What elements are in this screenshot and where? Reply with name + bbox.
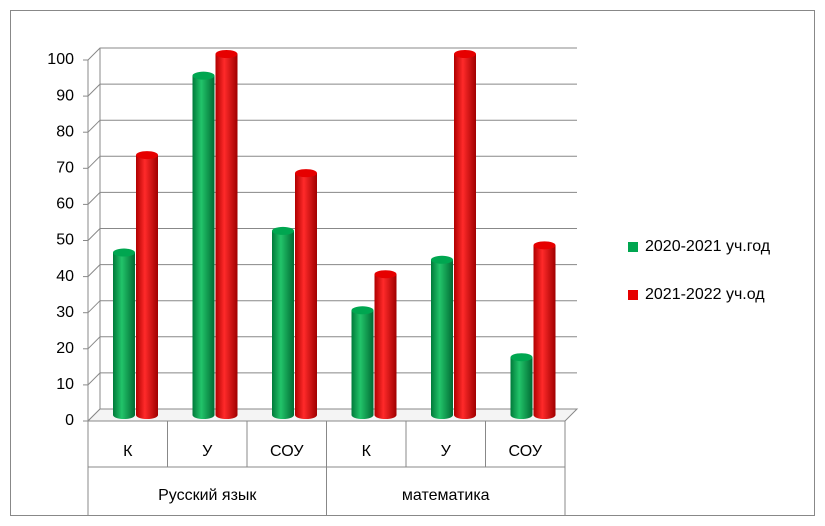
x-tick-label: СОУ (509, 443, 543, 460)
y-tick-label: 50 (56, 232, 74, 249)
x-tick-label: У (441, 443, 452, 460)
grid-line (87, 119, 577, 133)
y-tick-label: 80 (56, 123, 74, 140)
bar-cap (510, 353, 533, 362)
bar-cap (351, 306, 374, 315)
bar (215, 54, 238, 419)
bar (454, 54, 476, 419)
bar (113, 252, 135, 419)
y-tick-label: 70 (56, 160, 74, 177)
grid-line (87, 191, 577, 205)
grid-line (87, 264, 577, 277)
grid-line (87, 372, 577, 386)
back-wall (88, 48, 577, 421)
bar-cap (533, 241, 556, 250)
bar-cap (136, 151, 158, 160)
grid-line (87, 155, 577, 169)
bar-cap (192, 71, 215, 80)
grid-line (87, 47, 577, 61)
x-tick-label: У (202, 443, 213, 460)
bar-cap (454, 50, 476, 58)
bar (351, 310, 374, 419)
legend-swatch (628, 242, 638, 252)
y-tick-label: 100 (47, 51, 74, 68)
legend-label: 2021-2022 уч.од (645, 286, 765, 303)
legend-swatch (628, 290, 638, 300)
bar-cap (113, 248, 135, 257)
legend-label: 2020-2021 уч.год (645, 238, 771, 255)
y-tick-label: 90 (56, 87, 74, 104)
grid-line (87, 83, 577, 97)
bar-cap (295, 169, 317, 178)
bar-cap (431, 255, 453, 264)
y-tick-label: 60 (56, 196, 74, 213)
grid-line (87, 336, 577, 350)
x-tick-label: К (362, 443, 372, 460)
y-tick-label: 0 (65, 412, 74, 429)
group-label: Русский язык (158, 487, 257, 504)
y-tick-label: 10 (56, 376, 74, 393)
grid-line (87, 228, 577, 241)
bar (136, 155, 158, 419)
bar-cap (374, 270, 397, 279)
bar (192, 75, 215, 419)
bar (295, 173, 317, 419)
group-label: математика (402, 487, 490, 504)
y-tick-label: 30 (56, 304, 74, 321)
y-tick-label: 40 (56, 268, 74, 285)
bar (374, 274, 397, 419)
bar-cap (215, 50, 238, 58)
grid-line (87, 300, 577, 314)
bar-cap (272, 226, 294, 235)
x-tick-label: К (123, 443, 133, 460)
bar (431, 259, 453, 419)
bar (510, 357, 533, 419)
x-tick-label: СОУ (270, 443, 304, 460)
floor (86, 408, 579, 422)
bar (272, 230, 294, 419)
bar (533, 245, 556, 419)
y-tick-label: 20 (56, 340, 74, 357)
